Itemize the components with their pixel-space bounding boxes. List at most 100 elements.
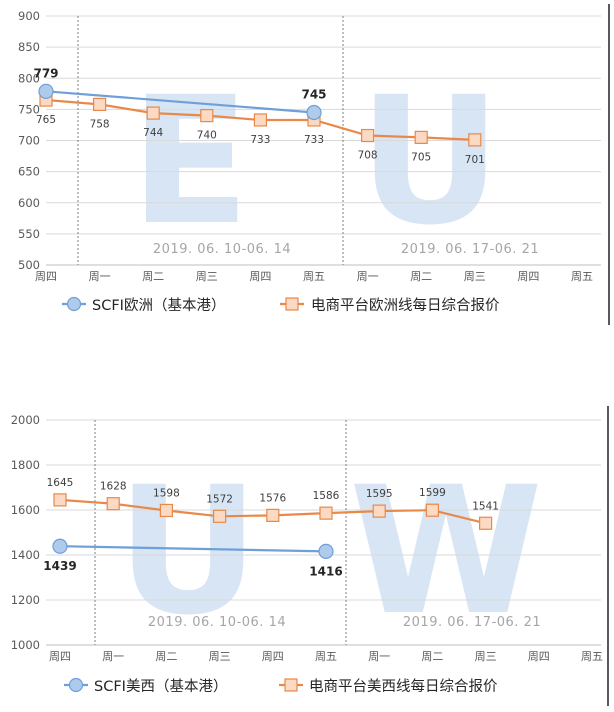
- data-point: [253, 113, 267, 127]
- series-line: [45, 90, 315, 114]
- y-tick-label: 900: [18, 9, 40, 23]
- x-tick-label: 周五: [571, 270, 593, 283]
- data-point: [468, 133, 482, 147]
- data-label: 1416: [309, 564, 342, 578]
- y-tick-label: 1600: [11, 503, 40, 517]
- x-tick-label: 周三: [196, 270, 218, 283]
- data-point: [479, 516, 493, 530]
- x-tick-label: 周二: [410, 270, 432, 283]
- data-label: 701: [465, 154, 485, 166]
- period-label: 2019. 06. 17-06. 21: [403, 615, 541, 630]
- data-point: [372, 504, 386, 518]
- y-tick-label: 600: [18, 196, 40, 210]
- data-label: 1586: [313, 490, 340, 502]
- y-tick-label: 650: [18, 165, 40, 179]
- period-label: 2019. 06. 17-06. 21: [401, 242, 539, 257]
- data-label: 733: [304, 134, 324, 146]
- legend-marker: [285, 297, 299, 311]
- x-tick-label: 周三: [209, 650, 231, 663]
- x-tick-label: 周二: [421, 650, 443, 663]
- x-tick-label: 周二: [142, 270, 164, 283]
- x-tick-label: 周三: [475, 650, 497, 663]
- x-tick-label: 周三: [464, 270, 486, 283]
- data-point: [38, 83, 54, 99]
- x-tick-label: 周一: [102, 650, 124, 663]
- data-point: [52, 538, 68, 554]
- y-tick-label: 800: [18, 71, 40, 85]
- y-tick-label: 1800: [11, 458, 40, 472]
- legend-label: SCFI欧洲（基本港）: [92, 297, 225, 314]
- data-point: [425, 503, 439, 517]
- data-label: 745: [301, 87, 326, 101]
- legend-marker: [68, 677, 84, 693]
- data-point: [361, 128, 375, 143]
- chart-uw: U W 1000 1200 1400 1600 1800 2000 2019. 06. 10-0…: [11, 406, 609, 706]
- data-point: [319, 506, 333, 520]
- watermark-letter: E: [130, 59, 250, 264]
- x-tick-label: 周四: [262, 650, 284, 663]
- y-tick-label: 700: [18, 134, 40, 148]
- y-tick-label: 2000: [11, 413, 40, 427]
- data-label: 733: [250, 134, 270, 146]
- x-tick-label: 周二: [155, 650, 177, 663]
- data-label: 1595: [366, 488, 393, 500]
- data-label: 1599: [419, 487, 446, 499]
- watermark-letter: U: [117, 449, 260, 654]
- data-point: [159, 503, 173, 518]
- data-point: [414, 130, 428, 144]
- data-label: 1439: [43, 559, 76, 573]
- data-label: 1572: [206, 493, 233, 505]
- x-tick-label: 周四: [249, 270, 271, 283]
- x-tick-label: 周四: [528, 650, 550, 663]
- x-tick-label: 周一: [89, 270, 111, 283]
- data-label: 705: [411, 151, 431, 163]
- legend-marker: [284, 678, 298, 692]
- data-point: [213, 509, 227, 523]
- legend-marker: [66, 296, 82, 312]
- data-label: 1576: [259, 492, 286, 504]
- data-label: 740: [197, 130, 217, 142]
- period-label: 2019. 06. 10-06. 14: [153, 242, 291, 257]
- data-point: [106, 497, 120, 511]
- data-label: 1541: [472, 500, 499, 512]
- x-tick-label: 周五: [581, 650, 603, 663]
- y-tick-label: 550: [18, 227, 40, 241]
- data-label: 708: [358, 150, 378, 162]
- data-point: [266, 508, 280, 522]
- legend-label: SCFI美西（基本港）: [94, 678, 227, 695]
- legend-label: 电商平台美西线每日综合报价: [309, 678, 498, 695]
- x-tick-label: 周一: [368, 650, 390, 663]
- data-label: 1628: [100, 481, 127, 493]
- x-tick-label: 周四: [49, 650, 71, 663]
- watermark-letter: W: [349, 449, 543, 654]
- x-tick-label: 周五: [303, 270, 325, 283]
- data-label: 1598: [153, 487, 180, 499]
- y-tick-label: 1000: [11, 638, 40, 652]
- data-point: [53, 493, 67, 507]
- legend-label: 电商平台欧洲线每日综合报价: [311, 297, 500, 314]
- watermark-letter: U: [359, 59, 502, 264]
- period-label: 2019. 06. 10-06. 14: [148, 615, 286, 630]
- data-point: [306, 104, 322, 121]
- data-label: 1645: [47, 477, 74, 489]
- x-tick-label: 周五: [315, 650, 337, 663]
- y-tick-label: 750: [18, 102, 40, 116]
- x-tick-label: 周四: [35, 270, 57, 283]
- series-line: [59, 545, 327, 553]
- y-tick-label: 1200: [11, 593, 40, 607]
- data-label: 758: [90, 118, 110, 130]
- x-tick-label: 周一: [357, 270, 379, 283]
- data-label: 744: [143, 127, 163, 139]
- x-tick-label: 周四: [517, 270, 539, 283]
- data-point: [318, 543, 334, 560]
- chart-eu: E U 500 550 600 650 700 750 800 850 900 2019. 06. 1…: [18, 4, 610, 325]
- y-tick-label: 500: [18, 258, 40, 272]
- y-tick-label: 850: [18, 40, 40, 54]
- data-label: 765: [36, 114, 56, 126]
- data-point: [92, 97, 107, 111]
- data-label: 779: [33, 66, 58, 80]
- data-point: [146, 106, 160, 120]
- data-point: [200, 108, 214, 123]
- y-tick-label: 1400: [11, 548, 40, 562]
